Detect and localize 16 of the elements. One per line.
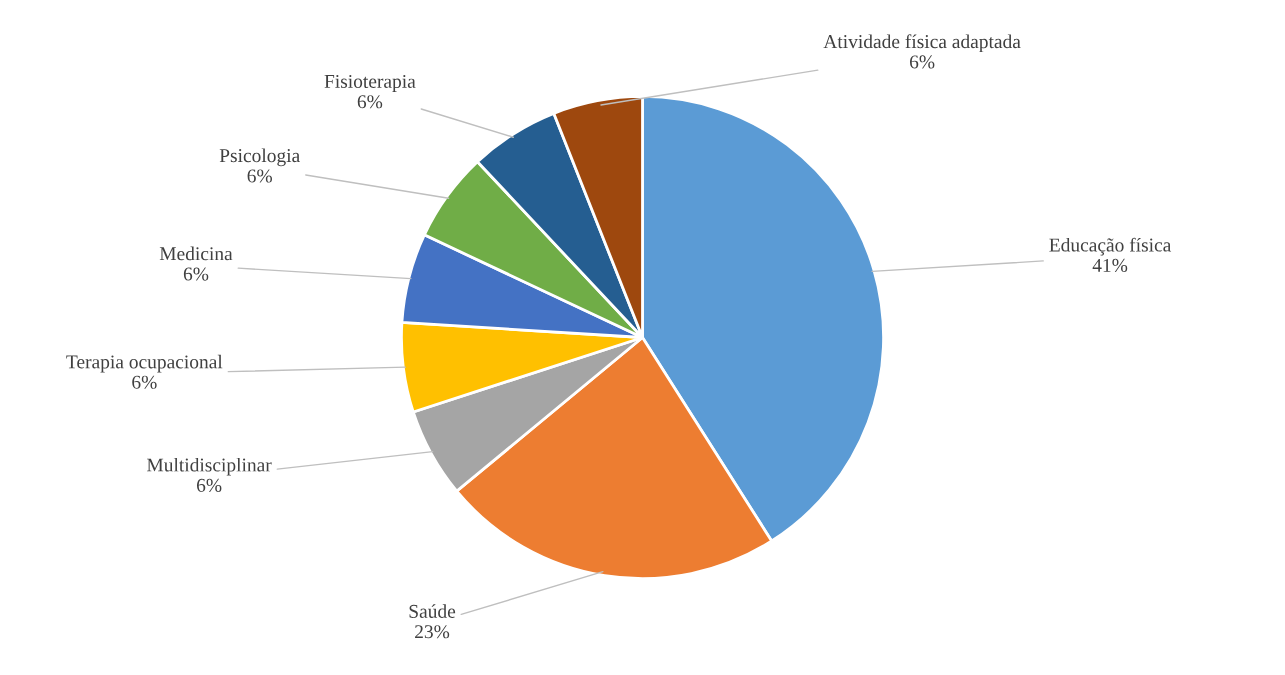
slice-label: Educação física: [1049, 237, 1172, 256]
slice-label: Atividade física adaptada: [823, 34, 1021, 53]
slice-label: Fisioterapia: [324, 74, 416, 92]
slice-label: Terapia ocupacional: [66, 354, 223, 373]
data-label: 6%: [247, 169, 273, 183]
data-label: 6%: [183, 267, 209, 281]
data-label: 6%: [909, 55, 935, 69]
data-label: 23%: [415, 625, 450, 639]
slice-label: Medicina: [159, 246, 233, 261]
slice-label: Multidisciplinar: [147, 457, 272, 476]
slice-label: Saúde: [409, 604, 456, 618]
data-label: 6%: [357, 95, 383, 109]
data-label: 41%: [1092, 258, 1128, 272]
data-label: 6%: [196, 478, 222, 492]
data-label: 6%: [132, 375, 157, 389]
slice-label: Psicologia: [219, 148, 300, 167]
